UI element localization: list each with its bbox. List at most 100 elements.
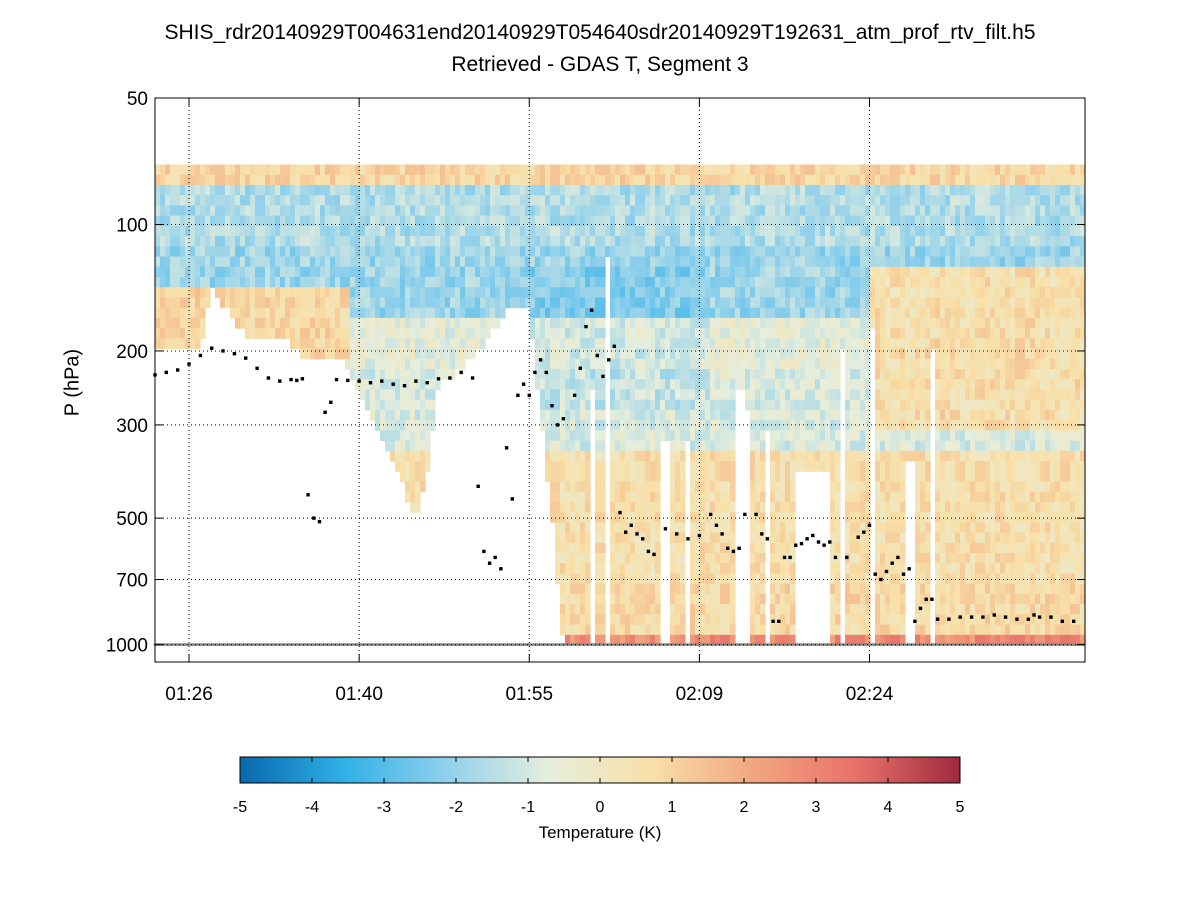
heatmap-cell xyxy=(825,287,831,298)
heatmap-cell xyxy=(695,481,701,493)
heatmap-cell xyxy=(560,440,566,452)
heatmap-cell xyxy=(620,307,626,319)
heatmap-cell xyxy=(625,573,631,585)
heatmap-cell xyxy=(275,307,281,319)
heatmap-cell xyxy=(485,307,491,319)
heatmap-cell xyxy=(225,215,231,227)
heatmap-cell xyxy=(770,338,776,350)
heatmap-cell xyxy=(595,236,601,247)
heatmap-cell xyxy=(720,471,726,482)
heatmap-cell xyxy=(885,471,891,482)
heatmap-cell xyxy=(935,215,941,227)
heatmap-cell xyxy=(915,348,921,360)
heatmap-cell xyxy=(420,409,426,421)
heatmap-cell xyxy=(755,174,761,186)
heatmap-cell xyxy=(770,266,776,278)
heatmap-cell xyxy=(315,256,321,268)
heatmap-cell xyxy=(315,287,321,298)
heatmap-cell xyxy=(520,236,526,247)
heatmap-cell xyxy=(275,236,281,247)
heatmap-cell xyxy=(410,389,416,401)
heatmap-cell xyxy=(655,379,661,390)
heatmap-cell xyxy=(575,225,581,237)
heatmap-cell xyxy=(585,634,591,646)
heatmap-cell xyxy=(740,205,746,217)
heatmap-cell xyxy=(755,440,761,452)
heatmap-cell xyxy=(230,174,236,186)
heatmap-cell xyxy=(715,593,721,605)
heatmap-cell xyxy=(665,164,671,176)
heatmap-cell xyxy=(340,287,346,298)
heatmap-cell xyxy=(685,369,691,380)
heatmap-cell xyxy=(685,246,691,258)
heatmap-cell xyxy=(885,604,891,615)
heatmap-cell xyxy=(625,542,631,554)
heatmap-cell xyxy=(950,542,956,554)
heatmap-cell xyxy=(330,277,336,288)
heatmap-cell xyxy=(675,573,681,585)
heatmap-cell xyxy=(415,277,421,288)
heatmap-cell xyxy=(440,328,446,339)
heatmap-cell xyxy=(565,399,571,411)
heatmap-cell xyxy=(615,287,621,298)
heatmap-cell xyxy=(535,277,541,288)
heatmap-cell xyxy=(555,174,561,186)
heatmap-cell xyxy=(580,358,586,370)
heatmap-cell xyxy=(890,236,896,247)
heatmap-cell xyxy=(300,225,306,237)
heatmap-cell xyxy=(805,399,811,411)
heatmap-cell xyxy=(285,205,291,217)
heatmap-cell xyxy=(830,583,836,595)
heatmap-cell xyxy=(680,185,686,196)
heatmap-cell xyxy=(180,266,186,278)
heatmap-cell xyxy=(685,164,691,176)
heatmap-cell xyxy=(865,389,871,401)
heatmap-cell xyxy=(235,236,241,247)
heatmap-cell xyxy=(905,287,911,298)
heatmap-cell xyxy=(680,205,686,217)
heatmap-cell xyxy=(880,542,886,554)
heatmap-cell xyxy=(470,307,476,319)
heatmap-cell xyxy=(565,389,571,401)
heatmap-cell xyxy=(395,307,401,319)
heatmap-cell xyxy=(330,297,336,309)
heatmap-cell xyxy=(895,440,901,452)
heatmap-cell xyxy=(400,287,406,298)
heatmap-cell xyxy=(205,174,211,186)
heatmap-cell xyxy=(910,328,916,339)
heatmap-cell xyxy=(950,389,956,401)
heatmap-cell xyxy=(190,266,196,278)
heatmap-cell xyxy=(595,205,601,217)
heatmap-cell xyxy=(600,532,606,544)
heatmap-cell xyxy=(830,338,836,350)
heatmap-cell xyxy=(390,256,396,268)
heatmap-cell xyxy=(690,593,696,605)
heatmap-cell xyxy=(650,624,656,636)
heatmap-cell xyxy=(420,246,426,258)
heatmap-cell xyxy=(685,430,691,442)
heatmap-cell xyxy=(750,512,756,523)
heatmap-cell xyxy=(555,297,561,309)
heatmap-cell xyxy=(270,195,276,206)
heatmap-cell xyxy=(160,174,166,186)
heatmap-cell xyxy=(855,236,861,247)
heatmap-cell xyxy=(715,420,721,431)
heatmap-cell xyxy=(795,185,801,196)
heatmap-cell xyxy=(380,266,386,278)
heatmap-cell xyxy=(415,461,421,472)
heatmap-cell xyxy=(660,164,666,176)
heatmap-cell xyxy=(430,215,436,227)
heatmap-cell xyxy=(960,522,966,534)
heatmap-cell xyxy=(945,420,951,431)
heatmap-cell xyxy=(445,369,451,380)
heatmap-cell xyxy=(375,205,381,217)
heatmap-cell xyxy=(790,604,796,615)
heatmap-cell xyxy=(255,195,261,206)
heatmap-cell xyxy=(600,266,606,278)
heatmap-cell xyxy=(820,205,826,217)
heatmap-cell xyxy=(900,450,906,462)
heatmap-cell xyxy=(390,195,396,206)
heatmap-cell xyxy=(205,266,211,278)
heatmap-cell xyxy=(635,450,641,462)
heatmap-cell xyxy=(685,348,691,360)
